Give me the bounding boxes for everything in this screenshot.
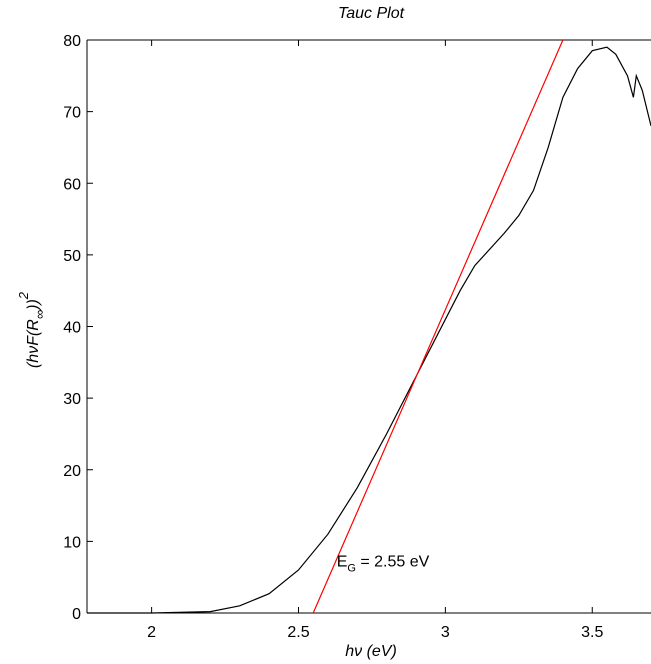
y-axis-label: (hνF(R∞))2 (16, 291, 47, 368)
y-tick-label: 30 (63, 391, 81, 408)
y-tick-label: 80 (63, 33, 81, 50)
chart-title: Tauc Plot (338, 5, 405, 22)
x-tick-label: 3.5 (581, 624, 603, 641)
annotation-sub: G (347, 562, 356, 574)
x-axis-label: hν (eV) (345, 643, 397, 660)
annotation-rest: = 2.55 eV (356, 553, 430, 570)
series-line (312, 39, 564, 614)
y-label-main: (hνF(R (25, 319, 42, 368)
series-line (87, 46, 651, 614)
x-label-unit: (eV) (367, 643, 397, 660)
y-tick-label: 20 (63, 463, 81, 480)
y-label-sup: 2 (16, 291, 31, 300)
y-tick-label: 70 (63, 105, 81, 122)
y-tick-label: 0 (72, 606, 81, 623)
annotation-main: E (337, 553, 348, 570)
y-tick-label: 50 (63, 248, 81, 265)
y-label-end: )) (25, 299, 42, 312)
x-label-symbol: hν (345, 643, 362, 660)
x-tick-label: 3 (441, 624, 450, 641)
annotation: EG = 2.55 eV (337, 553, 430, 574)
x-tick-label: 2.5 (287, 624, 309, 641)
y-tick-label: 40 (63, 320, 81, 337)
y-label-sub: ∞ (32, 310, 47, 319)
y-tick-label: 10 (63, 534, 81, 551)
y-tick-label: 60 (63, 176, 81, 193)
x-tick-label: 2 (147, 624, 156, 641)
